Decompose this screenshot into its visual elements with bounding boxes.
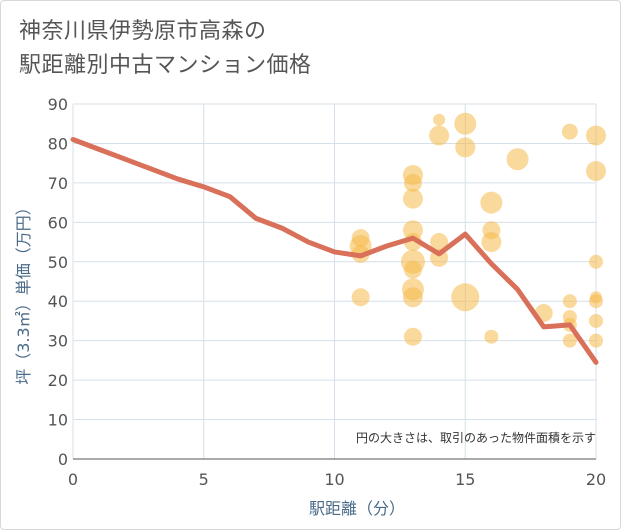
bubble-point [403,173,422,192]
bubble-point [402,287,423,308]
bubble-point [481,232,502,253]
bubble-point [403,327,422,346]
y-tick-label: 10 [48,411,68,430]
y-tick-label: 20 [48,371,68,390]
bubble-point [430,233,449,252]
y-tick-label: 0 [58,450,68,469]
bubble-point [402,188,423,209]
bubble-point [589,254,603,269]
bubble-point [433,113,446,126]
bubble-point [454,112,477,135]
average-price-line [70,137,599,365]
y-tick-label: 30 [48,332,68,351]
bubble-point [484,329,499,344]
bubble-point [589,294,603,309]
bubble-point [506,148,529,171]
y-tick-label: 80 [48,134,68,153]
bubble-point [403,260,422,279]
bubble-point [455,137,476,158]
bubble-point [351,288,370,307]
y-tick-label: 90 [48,95,68,114]
bubble-point [562,333,577,348]
x-axis-ticks: 0 5 10 15 20 [68,470,606,489]
bubble-point [589,313,603,328]
bubble-point [586,125,606,146]
y-tick-label: 50 [48,253,68,272]
bubble-point [451,283,480,312]
x-tick-label: 15 [455,470,475,489]
chart-title: 神奈川県伊勢原市高森の 駅距離別中古マンション価格 [19,15,312,83]
y-tick-label: 60 [48,213,68,232]
x-tick-label: 10 [324,470,344,489]
bubble-point [561,123,578,140]
bubble-point [562,294,577,309]
price-line-series [70,137,599,365]
x-tick-label: 0 [68,470,78,489]
x-tick-label: 5 [199,470,209,489]
bubble-point [429,125,450,146]
chart-note: 円の大きさは、取引のあった物件面積を示す [356,430,596,445]
chart-title-line1: 神奈川県伊勢原市高森の [19,19,267,44]
y-axis-label: 坪（3.3㎡）単価（万円） [14,199,33,384]
y-tick-label: 70 [48,174,68,193]
bubble-series [349,112,606,348]
bubble-point [480,191,503,214]
y-tick-label: 40 [48,292,68,311]
chart-title-line2: 駅距離別中古マンション価格 [19,53,312,78]
y-axis-ticks: 0 10 20 30 40 50 60 70 80 90 [48,95,68,469]
bubble-point [586,161,606,182]
x-axis-label: 駅距離（分） [309,499,405,518]
bubble-point [589,333,603,348]
x-tick-label: 20 [586,470,606,489]
